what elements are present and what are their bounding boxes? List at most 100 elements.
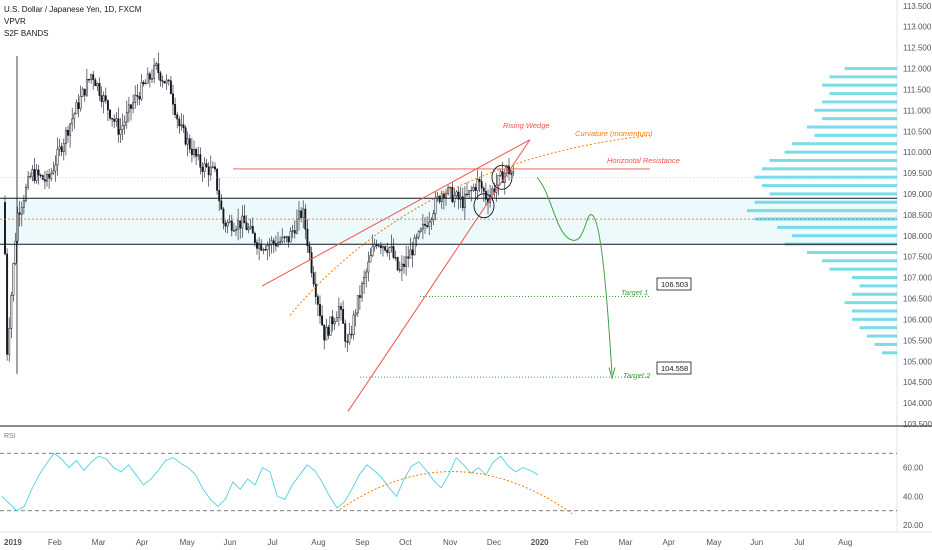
price-tick-label: 104.000	[903, 399, 932, 408]
candle-body	[407, 256, 410, 259]
candle-body	[237, 220, 240, 230]
candle-body	[186, 138, 189, 145]
candle-body	[281, 236, 284, 242]
candle-body	[220, 200, 223, 210]
candle-body	[461, 196, 464, 209]
candle-body	[415, 236, 418, 239]
candle-body	[327, 326, 330, 336]
candle-body	[195, 149, 198, 157]
candle-body	[430, 219, 433, 223]
s2f-bands-indicator-label[interactable]: S2F BANDS	[4, 29, 49, 38]
candle-body	[470, 189, 473, 192]
candle-body	[340, 306, 342, 310]
candle-body	[348, 333, 351, 343]
target-1-tag: 106.503	[656, 277, 692, 291]
candle-body	[377, 245, 380, 247]
rsi-indicator-label[interactable]: RSI	[4, 433, 16, 440]
volume-profile-bar	[874, 342, 897, 346]
candle-body	[199, 154, 202, 168]
candle-body	[476, 179, 479, 191]
price-tick-label: 109.000	[903, 190, 932, 199]
candle-body	[400, 263, 403, 271]
candle-body	[499, 171, 502, 176]
price-tick-label: 110.500	[903, 127, 932, 136]
candle-body	[428, 221, 431, 227]
candle-body	[228, 220, 231, 223]
candle-body	[69, 123, 72, 136]
candle-body	[62, 143, 65, 153]
candle-body	[100, 95, 103, 102]
candle-body	[218, 190, 221, 202]
candle-body	[67, 129, 69, 136]
candle-body	[96, 83, 99, 87]
candle-body	[306, 228, 309, 247]
candle-body	[409, 249, 412, 259]
candle-body	[180, 124, 183, 127]
volume-profile-bar	[754, 200, 897, 204]
price-tick-label: 113.500	[903, 2, 932, 11]
chart-drawings	[261, 134, 651, 412]
candle-body	[230, 220, 233, 231]
target-2-tag: 104.558	[656, 361, 692, 375]
time-tick-label: Jul	[794, 538, 804, 547]
price-candles	[4, 52, 515, 374]
volume-profile-bar	[882, 351, 897, 355]
candle-body	[193, 149, 195, 155]
candle-body	[90, 74, 93, 80]
candle-body	[6, 253, 9, 355]
volume-profile-bar	[852, 276, 897, 280]
candle-body	[167, 79, 170, 82]
candle-body	[386, 249, 389, 253]
candle-body	[390, 246, 393, 248]
candle-body	[342, 309, 345, 324]
candle-body	[466, 193, 468, 196]
candle-body	[302, 208, 305, 218]
candle-body	[335, 317, 338, 322]
candle-body	[130, 104, 132, 109]
volume-profile-bar	[822, 259, 897, 263]
volume-profile-bar	[859, 326, 897, 330]
candle-body	[50, 173, 53, 179]
candle-body	[222, 208, 225, 224]
candle-body	[216, 168, 219, 191]
candle-body	[426, 225, 429, 227]
candle-body	[138, 96, 141, 100]
candle-body	[214, 166, 216, 170]
candle-body	[178, 118, 181, 127]
candle-body	[432, 213, 435, 220]
candle-body	[480, 181, 483, 189]
candle-body	[274, 243, 277, 247]
candle-body	[157, 63, 160, 74]
candle-body	[163, 80, 166, 84]
candle-body	[12, 263, 15, 296]
candle-body	[256, 242, 258, 249]
candle-body	[88, 79, 90, 81]
candle-body	[354, 312, 357, 316]
time-tick-label: Dec	[487, 538, 501, 547]
candle-body	[85, 79, 88, 96]
candle-body	[424, 223, 426, 226]
price-tick-label: 108.000	[903, 232, 932, 241]
candle-body	[184, 127, 187, 145]
candle-body	[484, 191, 487, 200]
candle-body	[300, 210, 303, 218]
time-axis: 2019 Feb Mar Apr May Jun Jul Aug Sep Oct Nov Dec 202…	[4, 538, 852, 547]
volume-profile-bar	[807, 125, 897, 129]
candle-body	[226, 222, 229, 227]
time-tick-label: Jun	[750, 538, 763, 547]
candle-body	[249, 226, 252, 229]
candle-body	[346, 341, 349, 343]
candle-body	[209, 166, 212, 176]
candle-body	[201, 167, 204, 172]
candle-body	[333, 321, 336, 325]
candle-body	[434, 197, 437, 215]
candle-body	[33, 169, 36, 181]
candle-body	[411, 249, 414, 256]
vpvr-indicator-label[interactable]: VPVR	[4, 17, 26, 26]
candle-body	[165, 79, 168, 84]
volume-profile-bar	[844, 301, 897, 305]
candle-body	[379, 245, 382, 249]
price-tick-label: 108.500	[903, 211, 932, 220]
candle-body	[451, 187, 454, 203]
